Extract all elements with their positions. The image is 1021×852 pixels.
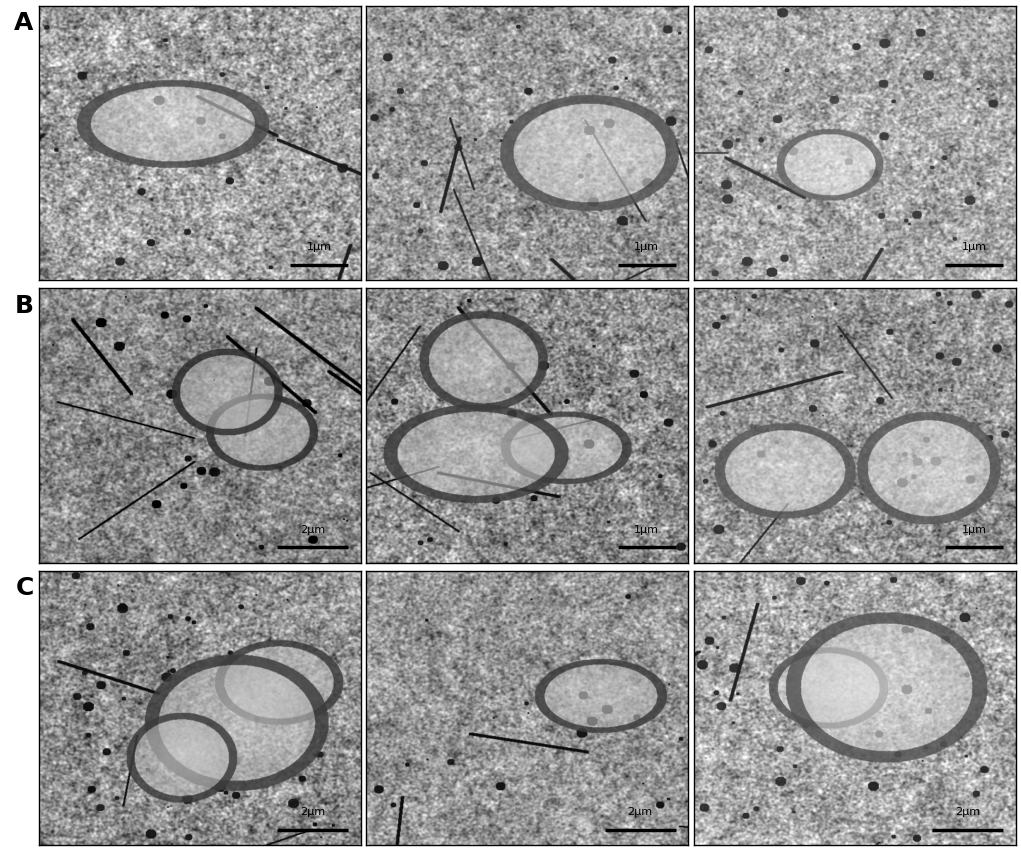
Text: 2μm: 2μm [300,807,326,816]
Text: 1μm: 1μm [962,242,986,252]
Text: 2μm: 2μm [300,524,326,534]
Text: 1μm: 1μm [962,524,986,534]
Text: 2μm: 2μm [628,807,652,816]
Text: 2μm: 2μm [955,807,980,816]
Text: 1μm: 1μm [634,524,660,534]
Text: C: C [15,576,34,600]
Text: 1μm: 1μm [634,242,660,252]
Text: B: B [14,293,34,317]
Text: 1μm: 1μm [306,242,332,252]
Text: A: A [14,11,34,35]
